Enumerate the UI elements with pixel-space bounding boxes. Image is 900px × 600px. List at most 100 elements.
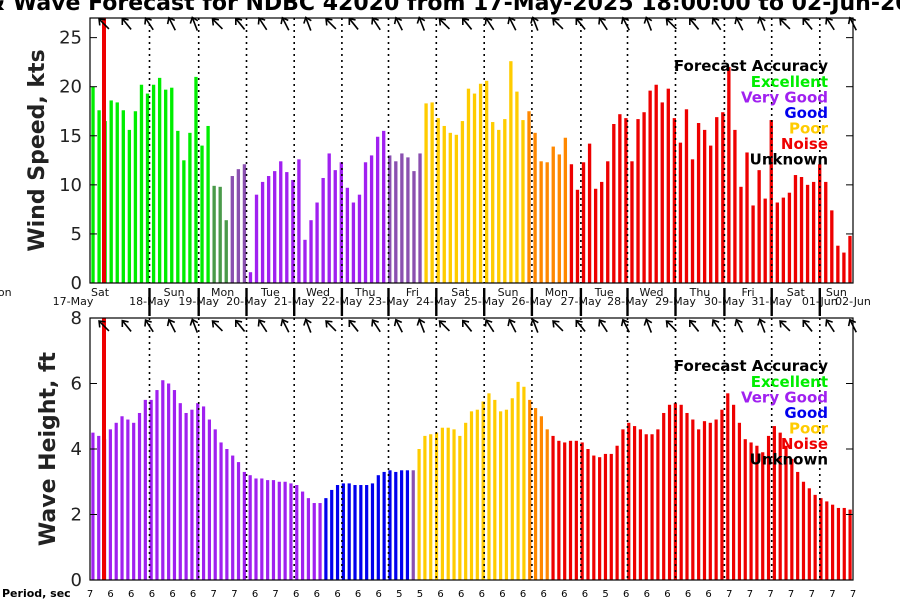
bar (696, 123, 701, 284)
direction-arrow (303, 16, 312, 31)
bar (481, 401, 485, 580)
now-marker (102, 318, 106, 580)
bar (120, 416, 124, 580)
bar (196, 403, 200, 580)
direction-arrow (211, 320, 224, 332)
bar (673, 403, 677, 580)
bar (151, 84, 156, 284)
direction-arrow (620, 318, 630, 333)
bar (574, 440, 578, 580)
bar (733, 129, 737, 283)
period-value: 6 (499, 589, 505, 600)
bar (236, 462, 241, 580)
bar (161, 380, 165, 580)
legend-item: Very Good (741, 389, 828, 407)
bar (170, 87, 174, 283)
bar (417, 449, 421, 580)
bar (382, 130, 386, 283)
direction-arrow (734, 16, 744, 31)
bar (182, 160, 186, 283)
day-name-label: Tue (260, 286, 280, 299)
direction-arrow (825, 17, 835, 31)
bar (279, 161, 283, 283)
day-name-label: Sat (451, 286, 470, 299)
bar (708, 422, 712, 580)
bar (442, 125, 446, 284)
bar (568, 440, 573, 580)
bar (242, 164, 247, 283)
bar (497, 129, 501, 283)
bar (801, 481, 806, 580)
bar (254, 478, 258, 580)
bar (848, 235, 852, 283)
bar (842, 507, 846, 580)
day-name-label: Mon (211, 286, 234, 299)
direction-arrow (552, 18, 564, 30)
period-value: 7 (767, 589, 773, 600)
direction-arrow (325, 320, 337, 332)
legend-item: Unknown (750, 451, 828, 469)
bar (618, 114, 622, 283)
bar (491, 122, 495, 283)
period-value: 6 (437, 589, 443, 600)
bar (108, 429, 112, 580)
direction-arrow (234, 319, 246, 332)
period-value: 6 (190, 589, 196, 600)
direction-arrow (575, 319, 586, 332)
direction-arrow (393, 318, 403, 333)
bar (394, 471, 398, 580)
bar (164, 89, 168, 284)
bar (569, 164, 574, 283)
bar (603, 453, 608, 580)
period-value: 5 (417, 589, 423, 600)
bar (761, 452, 765, 580)
bar (155, 390, 159, 580)
direction-arrow (734, 318, 744, 333)
direction-arrow (484, 319, 495, 333)
bar (539, 416, 543, 580)
legend-item: Excellent (751, 373, 828, 391)
period-value: 5 (396, 589, 402, 600)
bar (440, 427, 444, 580)
bar (484, 80, 489, 283)
bar (405, 470, 410, 580)
direction-arrow (484, 17, 495, 31)
day-name-label: Sat (787, 286, 806, 299)
bar (615, 445, 619, 580)
bar (207, 419, 211, 580)
bar (638, 429, 643, 580)
bar (132, 422, 136, 580)
bar (318, 503, 322, 580)
bar (297, 159, 301, 283)
bar (690, 159, 695, 283)
bar (178, 403, 182, 580)
legend-item: Noise (781, 135, 828, 153)
bar (533, 408, 538, 580)
direction-arrow (779, 320, 791, 332)
period-value: 6 (355, 589, 361, 600)
bar (499, 411, 503, 580)
day-name-label: Sat (91, 286, 110, 299)
bar (805, 184, 810, 283)
bar (218, 186, 222, 283)
bar (312, 503, 316, 580)
direction-arrow (530, 318, 539, 333)
bar (778, 432, 782, 581)
bar (632, 426, 637, 580)
bar (726, 393, 730, 580)
direction-arrow (144, 17, 154, 31)
direction-arrow (802, 319, 813, 332)
bar (260, 478, 264, 580)
bar (321, 177, 325, 283)
direction-arrow (166, 16, 176, 31)
bar (727, 67, 731, 283)
now-marker (102, 18, 106, 283)
wave-panel: 0 2 4 6 8 Wave Height, ft Forecast AccuracyExc… (36, 308, 857, 591)
bar (452, 429, 456, 580)
bar (424, 103, 428, 283)
bar (458, 435, 462, 580)
period-value: 6 (376, 589, 382, 600)
bar (370, 483, 375, 580)
direction-arrow (371, 319, 381, 333)
wind-panel: 0 5 10 15 20 25 Wind Speed, kts Forecast Accura… (25, 16, 857, 294)
